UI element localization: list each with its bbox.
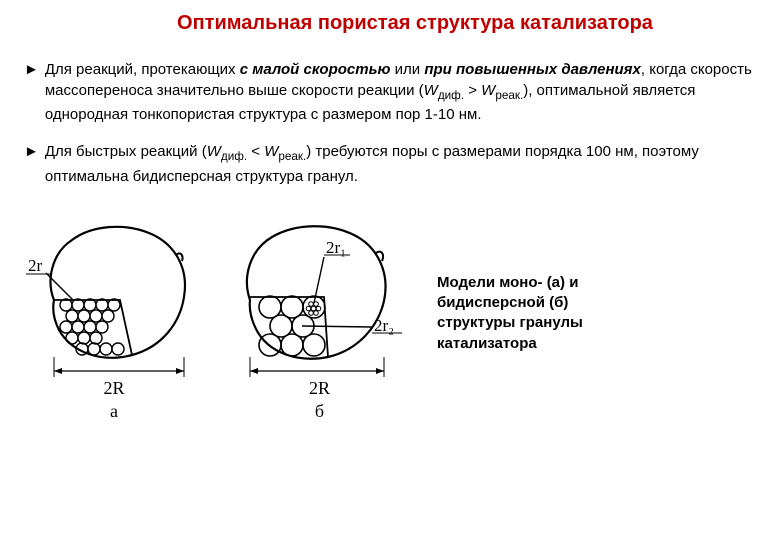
- diagram-b: 2r₁ 2r₂ 2R б: [222, 205, 417, 422]
- diagram-a-label: а: [24, 401, 204, 422]
- diagram-a-dim: 2R: [24, 378, 204, 399]
- diagram-caption: Модели моно- (а) и бидисперсной (б) стру…: [437, 273, 637, 354]
- bullet-2: ► Для быстрых реакций (Wдиф. < Wреак.) т…: [24, 141, 756, 186]
- page-title: Оптимальная пористая структура катализат…: [74, 12, 756, 35]
- bullet-marker: ►: [24, 141, 39, 162]
- diagram-b-svg: 2r₁ 2r₂: [222, 205, 417, 380]
- diagram-a: 2r 2R а: [24, 205, 204, 422]
- bullet-1: ► Для реакций, протекающих с малой скоро…: [24, 59, 756, 125]
- bullet-marker: ►: [24, 59, 39, 80]
- bullet-2-text: Для быстрых реакций (Wдиф. < Wреак.) тре…: [45, 141, 756, 186]
- diagram-a-svg: 2r: [24, 205, 204, 380]
- diagram-row: 2r 2R а: [24, 205, 756, 422]
- diagram-b-dim: 2R: [222, 378, 417, 399]
- diagram-b-pore2-label: 2r₂: [374, 316, 394, 335]
- diagram-b-pore1-label: 2r₁: [326, 238, 346, 257]
- diagrams-container: 2r 2R а: [24, 205, 417, 422]
- diagram-a-pore-label: 2r: [28, 256, 43, 275]
- bullet-1-text: Для реакций, протекающих с малой скорост…: [45, 59, 756, 125]
- diagram-b-label: б: [222, 401, 417, 422]
